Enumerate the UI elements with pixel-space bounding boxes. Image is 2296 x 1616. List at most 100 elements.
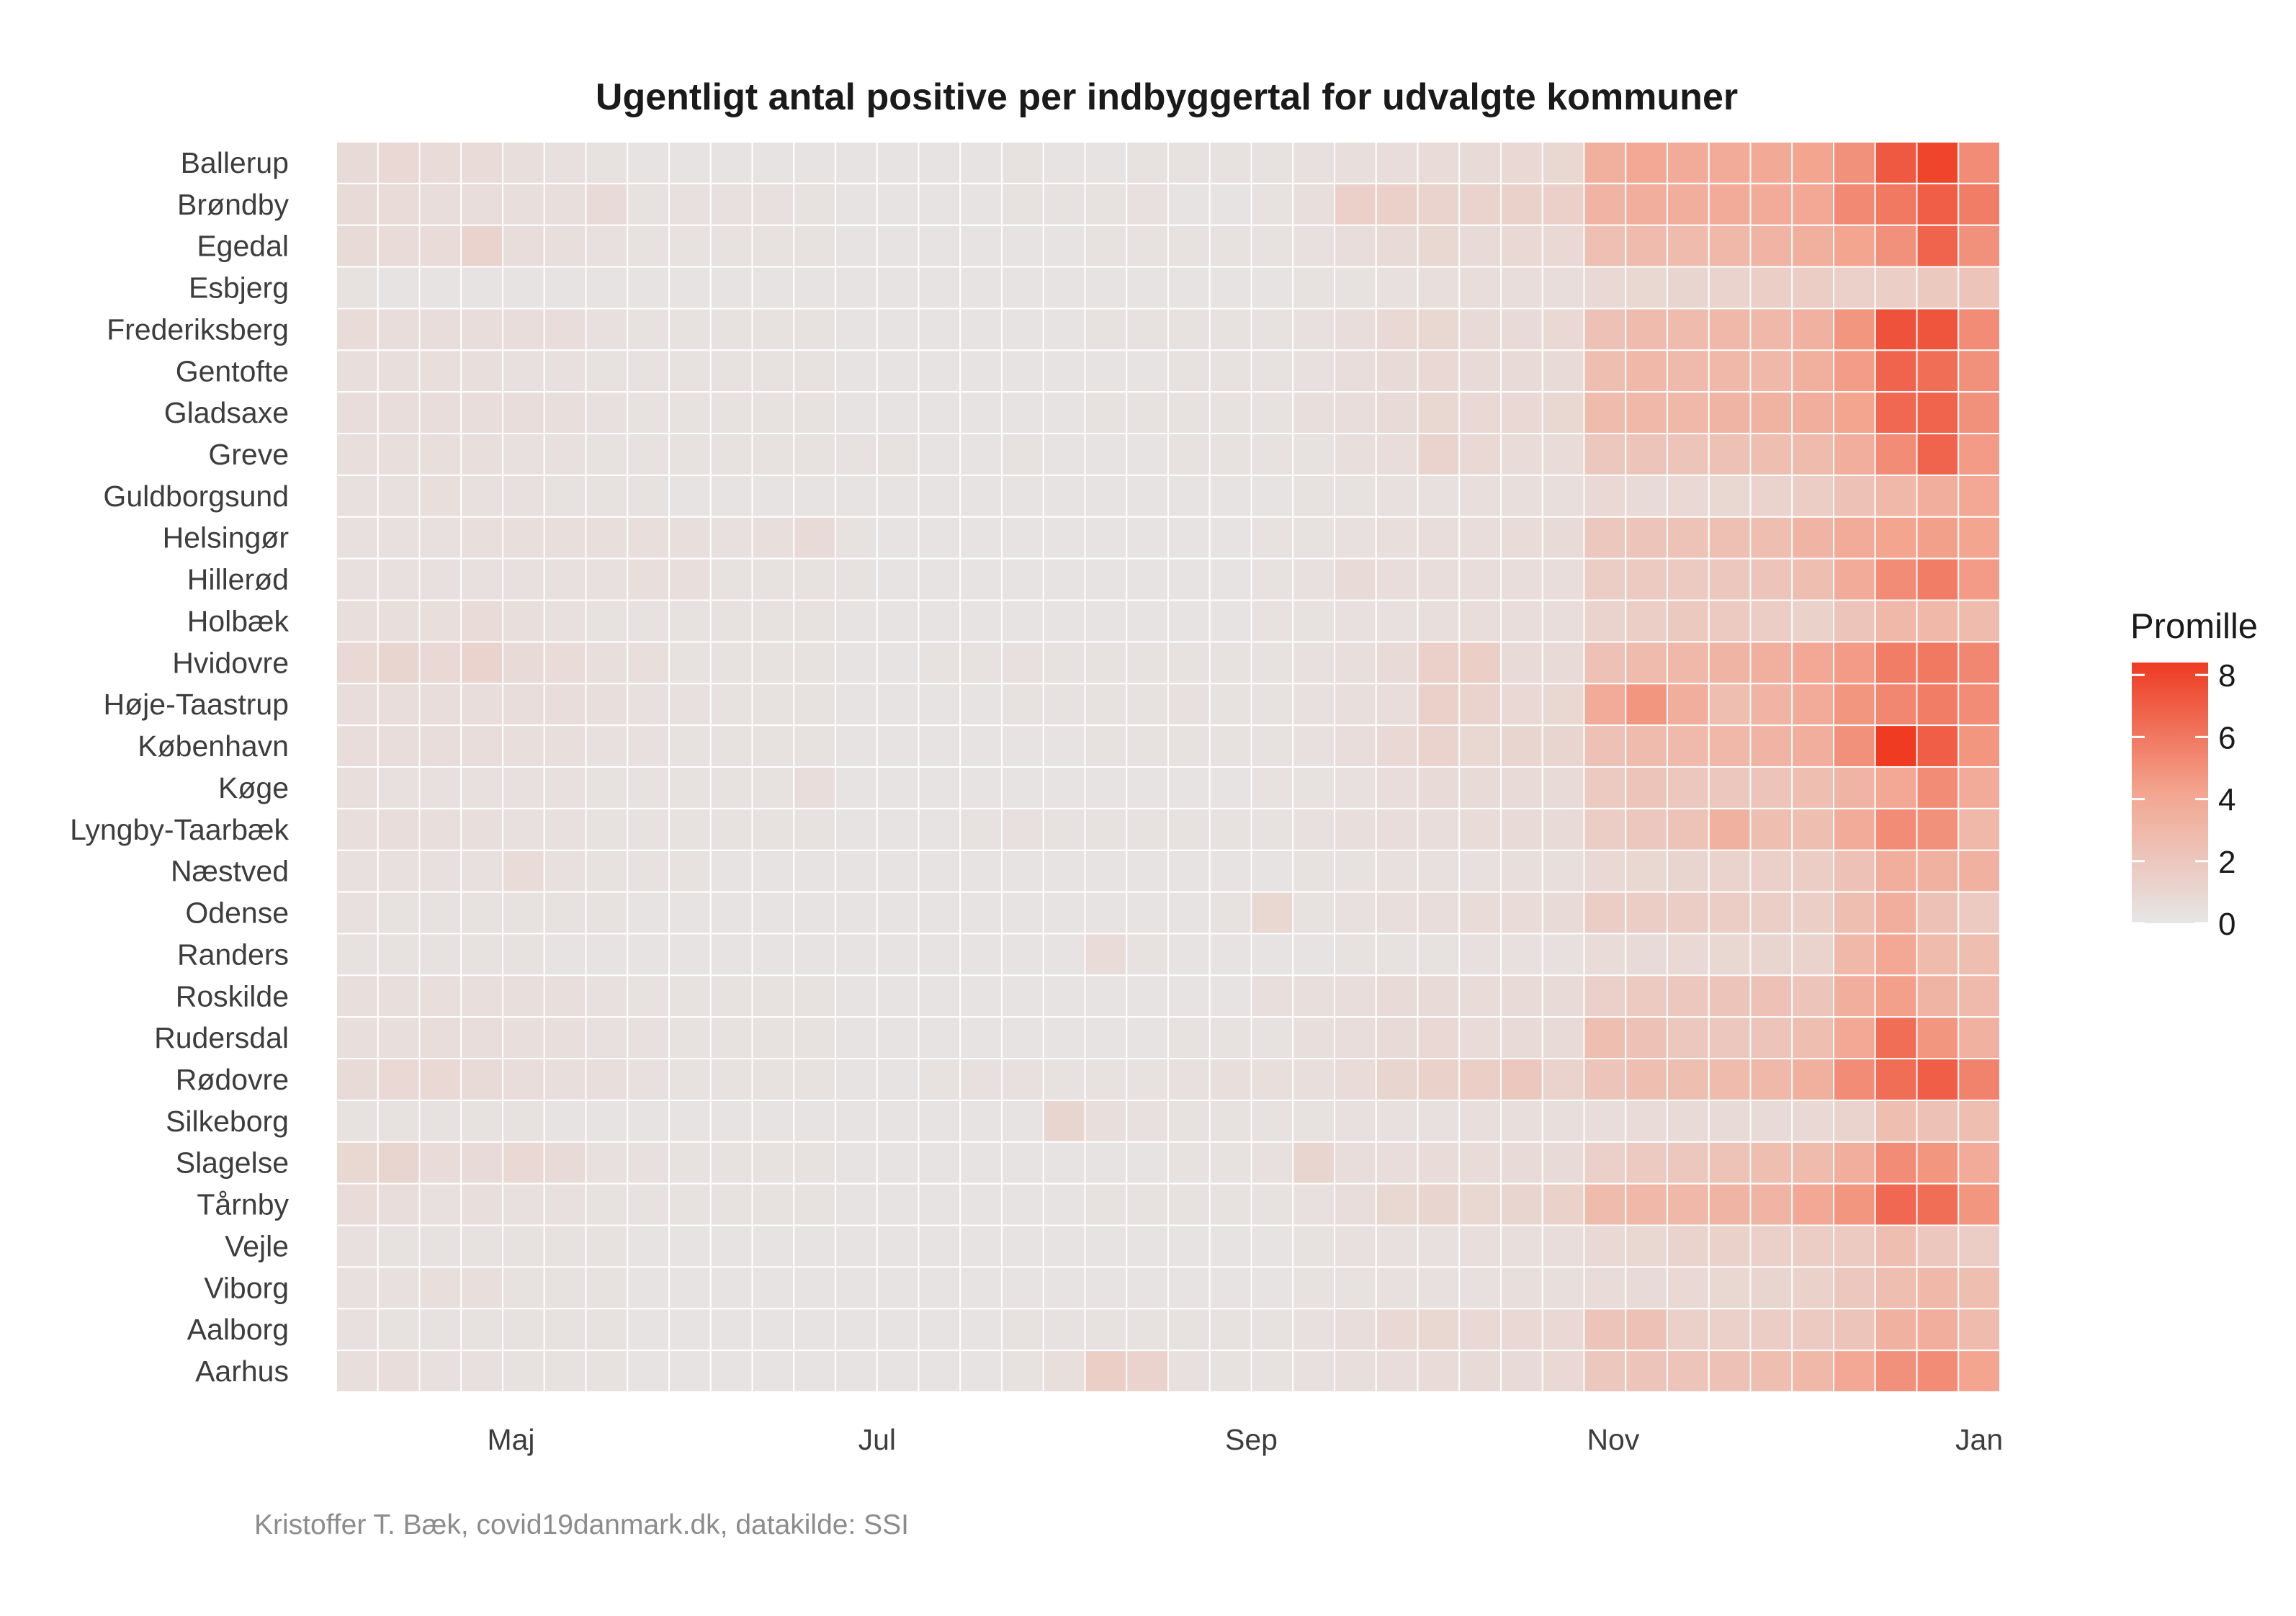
heatmap-cell bbox=[1833, 599, 1876, 643]
heatmap-cell bbox=[1292, 849, 1335, 893]
heatmap-cell bbox=[918, 1350, 961, 1393]
heatmap-cell bbox=[1874, 141, 1918, 184]
heatmap-cell bbox=[1708, 433, 1752, 476]
heatmap-cell bbox=[1001, 1350, 1044, 1393]
heatmap-cell bbox=[1042, 182, 1086, 226]
heatmap-cell bbox=[1167, 724, 1211, 768]
heatmap-cell bbox=[502, 224, 545, 268]
heatmap-cell bbox=[709, 683, 753, 727]
heatmap-cell bbox=[1708, 266, 1752, 310]
heatmap-cell bbox=[1916, 308, 1960, 351]
heatmap-cell bbox=[1583, 599, 1627, 643]
heatmap-cell bbox=[709, 849, 753, 893]
heatmap-cell bbox=[1167, 349, 1211, 393]
heatmap-cell bbox=[1874, 849, 1918, 893]
heatmap-cell bbox=[918, 224, 961, 268]
heatmap-cell bbox=[627, 724, 670, 768]
heatmap-cell bbox=[1833, 224, 1876, 268]
heatmap-cell bbox=[1167, 224, 1211, 268]
heatmap-cell bbox=[876, 891, 920, 935]
heatmap-cell bbox=[1708, 224, 1752, 268]
heatmap-cell bbox=[1500, 1308, 1543, 1352]
heatmap-cell bbox=[543, 474, 587, 518]
heatmap-cell bbox=[1833, 1350, 1876, 1393]
heatmap-cell bbox=[1916, 474, 1960, 518]
heatmap-cell bbox=[1916, 1308, 1960, 1352]
heatmap-cell bbox=[585, 1141, 629, 1185]
heatmap-cell bbox=[1250, 349, 1294, 393]
heatmap-cell bbox=[751, 683, 795, 727]
heatmap-cell bbox=[1791, 724, 1834, 768]
heatmap-cell bbox=[1001, 724, 1044, 768]
heatmap-cell bbox=[1667, 683, 1710, 727]
heatmap-cell bbox=[1375, 349, 1419, 393]
heatmap-cell bbox=[876, 224, 920, 268]
heatmap-cell bbox=[460, 683, 503, 727]
heatmap-cell bbox=[918, 1141, 961, 1185]
heatmap-cell bbox=[835, 724, 878, 768]
heatmap-cell bbox=[876, 724, 920, 768]
heatmap-cell bbox=[1375, 933, 1419, 977]
heatmap-cell bbox=[1375, 1141, 1419, 1185]
heatmap-cell bbox=[1334, 1308, 1377, 1352]
heatmap-cell bbox=[1958, 1182, 2001, 1226]
heatmap-cell bbox=[1458, 849, 1502, 893]
heatmap-cell bbox=[1458, 933, 1502, 977]
heatmap-cell bbox=[1375, 683, 1419, 727]
heatmap-cell bbox=[1833, 933, 1876, 977]
heatmap-cell bbox=[1167, 683, 1211, 727]
heatmap-cell bbox=[460, 141, 503, 184]
heatmap-cell bbox=[1874, 182, 1918, 226]
heatmap-cell bbox=[1042, 641, 1086, 685]
heatmap-cell bbox=[1583, 349, 1627, 393]
heatmap-cell bbox=[1250, 599, 1294, 643]
heatmap-cell bbox=[1417, 766, 1461, 809]
heatmap-cell bbox=[502, 1224, 545, 1268]
heatmap-cell bbox=[668, 1182, 712, 1226]
heatmap-cell bbox=[1417, 849, 1461, 893]
heatmap-cell bbox=[918, 766, 961, 809]
heatmap-cell bbox=[1417, 1182, 1461, 1226]
heatmap-cell bbox=[1500, 391, 1543, 435]
heatmap-cell bbox=[1791, 349, 1834, 393]
heatmap-cell bbox=[1916, 766, 1960, 809]
heatmap-cell bbox=[1458, 349, 1502, 393]
heatmap-cell bbox=[377, 516, 421, 560]
heatmap-cell bbox=[1126, 807, 1169, 851]
heatmap-cell bbox=[1001, 557, 1044, 601]
heatmap-cell bbox=[751, 266, 795, 310]
heatmap-cell bbox=[1084, 849, 1128, 893]
heatmap-cell bbox=[1375, 1308, 1419, 1352]
heatmap-cell bbox=[1749, 349, 1793, 393]
y-axis-label: Guldborgsund bbox=[103, 480, 289, 513]
heatmap-cell bbox=[418, 683, 462, 727]
heatmap-cell bbox=[1250, 849, 1294, 893]
heatmap-cell bbox=[1334, 724, 1377, 768]
legend-title: Promille bbox=[2130, 607, 2258, 646]
heatmap-cell bbox=[1708, 641, 1752, 685]
heatmap-cell bbox=[1167, 849, 1211, 893]
heatmap-cell bbox=[1916, 1058, 1960, 1101]
heatmap-cell bbox=[1126, 1308, 1169, 1352]
heatmap-cell bbox=[1667, 1266, 1710, 1310]
heatmap-cell bbox=[1126, 182, 1169, 226]
heatmap-cell bbox=[1126, 1099, 1169, 1143]
heatmap-cell bbox=[1001, 1308, 1044, 1352]
heatmap-cell bbox=[1874, 1141, 1918, 1185]
heatmap-cell bbox=[835, 683, 878, 727]
heatmap-cell bbox=[1625, 557, 1668, 601]
heatmap-cell bbox=[460, 266, 503, 310]
heatmap-cell bbox=[959, 599, 1003, 643]
heatmap-cell bbox=[1667, 308, 1710, 351]
heatmap-cell bbox=[1874, 891, 1918, 935]
heatmap-cell bbox=[1292, 1141, 1335, 1185]
heatmap-cell bbox=[918, 433, 961, 476]
heatmap-cell bbox=[876, 1058, 920, 1101]
heatmap-cell bbox=[1958, 974, 2001, 1018]
heatmap-cell bbox=[543, 599, 587, 643]
heatmap-cell bbox=[1458, 516, 1502, 560]
heatmap-cell bbox=[585, 516, 629, 560]
heatmap-cell bbox=[585, 224, 629, 268]
heatmap-cell bbox=[1001, 891, 1044, 935]
heatmap-cell bbox=[1833, 724, 1876, 768]
